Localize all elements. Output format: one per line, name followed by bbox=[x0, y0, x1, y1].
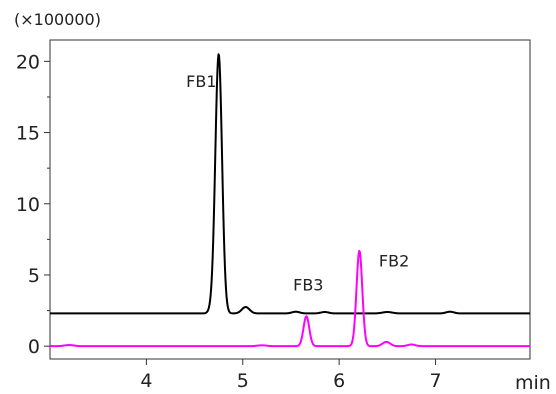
x-tick-label: 4 bbox=[140, 370, 152, 392]
x-tick-label: 6 bbox=[333, 370, 345, 392]
x-tick-label: 5 bbox=[237, 370, 249, 392]
peak-label: FB3 bbox=[293, 276, 323, 295]
series-layer bbox=[49, 53, 531, 348]
series-line-2 bbox=[49, 249, 531, 348]
plot-frame bbox=[49, 39, 531, 360]
peak-label: FB1 bbox=[186, 72, 216, 91]
y-tick-label: 10 bbox=[16, 194, 40, 216]
y-tick-label: 0 bbox=[28, 336, 40, 358]
y-multiplier-label: (×100000) bbox=[14, 10, 101, 29]
annotation-layer: FB1 FB3 FB2 bbox=[186, 72, 409, 295]
peak-label: FB2 bbox=[379, 251, 409, 270]
series-line-1 bbox=[49, 53, 531, 315]
y-axis: 0 5 10 15 20 bbox=[16, 51, 50, 358]
y-tick-label: 20 bbox=[16, 51, 40, 73]
y-tick-label: 5 bbox=[28, 265, 40, 287]
x-axis-label: min bbox=[515, 372, 551, 394]
x-tick-label: 7 bbox=[429, 370, 441, 392]
x-axis: 4 5 6 7 bbox=[140, 359, 442, 392]
y-tick-label: 15 bbox=[16, 123, 40, 145]
